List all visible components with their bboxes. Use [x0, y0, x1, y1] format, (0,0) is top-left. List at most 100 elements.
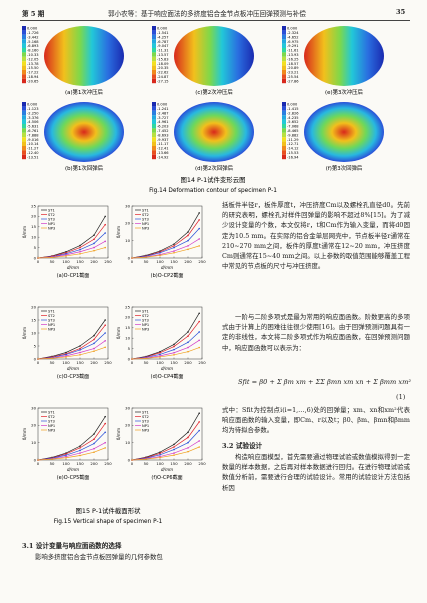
legend-label: -3.727 [157, 116, 169, 120]
point [145, 256, 147, 258]
point [104, 431, 106, 434]
legend-swatch [282, 106, 286, 111]
legend-swatch [282, 141, 286, 146]
legend-label: NP1 [48, 222, 55, 226]
point [131, 459, 133, 461]
equation: Sfit = β0 + Σ βm xm + ΣΣ βmn xm xn + Σ β… [238, 378, 411, 386]
point [104, 447, 106, 449]
point [187, 245, 189, 247]
legend-swatch [22, 65, 26, 70]
legend-label: -1.241 [157, 107, 169, 111]
x-tick-label: 0 [37, 259, 40, 264]
issue: 第 5 期 [22, 10, 45, 18]
point [93, 338, 95, 341]
point [93, 451, 95, 453]
y-tick-label: 20 [125, 221, 130, 226]
x-tick-label: 50 [50, 461, 55, 466]
legend-swatch [152, 141, 156, 146]
legend-label: -2.826 [287, 111, 299, 115]
legend-label: -6.893 [27, 44, 39, 48]
x-axis-label: d/mm [161, 467, 173, 472]
legend-label: -11.17 [157, 142, 169, 146]
legend-label: 0.000 [27, 103, 38, 107]
point [65, 255, 67, 257]
legend-label: -15.50 [27, 66, 39, 70]
x-axis-label: d/mm [161, 265, 173, 270]
legend-label: ST3 [142, 419, 149, 423]
y-tick-label: 0 [128, 457, 131, 462]
point [104, 319, 106, 321]
x-axis-label: d/mm [67, 467, 79, 472]
caption: 图14 P-1试件变形云图 [181, 175, 246, 184]
point [104, 332, 106, 334]
y-tick-label: 0 [34, 356, 37, 361]
figure-15: 图15 P-1试件截面形状 Fig.15 Vertical shape of s… [22, 203, 206, 525]
x-tick-label: 200 [90, 360, 98, 365]
legend-swatch [152, 70, 156, 75]
legend-swatch [282, 26, 286, 31]
x-tick-label: 100 [156, 360, 164, 365]
point [104, 415, 106, 418]
legend-label: -11.29 [287, 138, 299, 142]
legend-label: -22.62 [157, 71, 169, 75]
point [159, 452, 161, 455]
legend-label: -20.65 [27, 79, 39, 83]
point [173, 245, 175, 247]
y-tick-label: 30 [31, 405, 36, 410]
legend-label: -9.047 [157, 44, 169, 48]
legend-swatch [282, 43, 286, 48]
legend-label: -14.92 [157, 155, 169, 159]
y-tick-label: 5 [34, 245, 37, 250]
series-line [131, 347, 200, 360]
legend-swatch [152, 26, 156, 31]
point [187, 234, 189, 237]
point [198, 227, 200, 230]
point [173, 343, 175, 346]
y-tick-label: 30 [125, 203, 130, 208]
x-tick-label: 50 [50, 360, 55, 365]
legend-label: -9.937 [157, 138, 169, 142]
point [104, 246, 106, 249]
legend-label: ST2 [48, 314, 55, 318]
point [65, 453, 67, 455]
x-tick-label: 150 [170, 360, 178, 365]
point [93, 347, 95, 350]
point [104, 232, 106, 234]
point [93, 246, 95, 249]
legend-label: -20.89 [287, 66, 299, 70]
point [198, 446, 200, 448]
series-line [37, 416, 106, 461]
legend-label: -12.41 [157, 147, 169, 151]
subplot-title: (a)O-CP1截面 [57, 272, 90, 279]
point [131, 257, 133, 259]
legend-label: ST1 [48, 410, 55, 414]
point [104, 340, 106, 342]
legend-label: -15.53 [287, 151, 299, 155]
legend-swatch [282, 119, 286, 124]
point [159, 456, 161, 459]
subplot-title: (f)O-CP6截面 [151, 474, 182, 481]
legend-label: -14.12 [287, 147, 299, 151]
legend-label: 0.000 [27, 27, 38, 31]
legend-label: -1.726 [27, 31, 39, 35]
legend-swatch [282, 137, 286, 142]
x-tick-label: 50 [144, 461, 149, 466]
legend-swatch [152, 137, 156, 142]
point [51, 458, 53, 460]
legend-swatch [22, 141, 26, 146]
x-tick-label: 150 [76, 461, 84, 466]
point [173, 345, 175, 348]
legend-swatch [282, 128, 286, 133]
legend-label: NP3 [48, 428, 55, 432]
y-tick-label: 10 [125, 238, 130, 243]
point [131, 358, 133, 360]
x-tick-label: 0 [131, 360, 134, 365]
legend-swatch [282, 150, 286, 155]
legend-label: -7.452 [157, 129, 169, 133]
legend-swatch [152, 102, 156, 107]
point [79, 449, 81, 452]
y-tick-label: 15 [125, 325, 130, 330]
legend-label: -12.71 [287, 142, 299, 146]
paragraph: 式中：Sfit为控制点i(i=1,…,6)处的回弹量；xm、xn和xm²代表响应… [222, 406, 410, 435]
point [173, 348, 175, 351]
